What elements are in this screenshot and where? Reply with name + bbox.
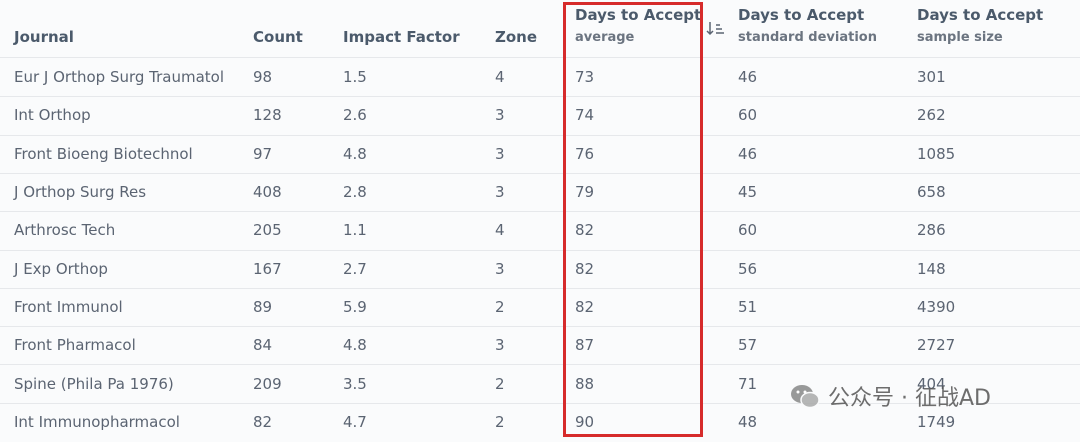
cell: 4 [495, 221, 505, 240]
cell: 148 [917, 259, 946, 278]
cell: 128 [253, 106, 282, 125]
cell: 3 [495, 336, 505, 355]
row-divider [0, 134, 1080, 136]
cell: 46 [738, 68, 758, 87]
cell: 1.5 [343, 68, 367, 87]
column-subtitle: sample size [917, 30, 1003, 45]
cell: 2 [495, 374, 505, 393]
row-divider [0, 96, 1080, 98]
cell: 87 [575, 336, 595, 355]
row-divider [0, 326, 1080, 328]
cell: 404 [917, 374, 946, 393]
cell: 51 [738, 297, 758, 316]
watermark: 公众号 · 征战AD [790, 380, 991, 412]
cell: Int Immunopharmacol [14, 412, 180, 431]
column-subtitle: standard deviation [738, 30, 877, 45]
column-title: Journal [14, 28, 74, 46]
cell: Arthrosc Tech [14, 221, 116, 240]
column-title: Days to Accept [917, 6, 1044, 24]
cell: 1085 [917, 144, 956, 163]
cell: 79 [575, 183, 595, 202]
row-divider [0, 249, 1080, 251]
row-divider [0, 172, 1080, 174]
cell: 74 [575, 106, 595, 125]
cell: Front Bioeng Biotechnol [14, 144, 193, 163]
cell: 89 [253, 297, 273, 316]
cell: 3 [495, 106, 505, 125]
cell: Front Pharmacol [14, 336, 136, 355]
cell: 90 [575, 412, 595, 431]
cell: 3.5 [343, 374, 367, 393]
column-title: Days to Accept [738, 6, 865, 24]
cell: 3 [495, 259, 505, 278]
cell: 84 [253, 336, 273, 355]
cell: 82 [575, 221, 595, 240]
cell: 209 [253, 374, 282, 393]
cell: J Exp Orthop [14, 259, 108, 278]
cell: 82 [575, 297, 595, 316]
cell: 56 [738, 259, 758, 278]
cell: 4390 [917, 297, 956, 316]
column-title: Zone [495, 28, 538, 46]
row-divider [0, 287, 1080, 289]
cell: Eur J Orthop Surg Traumatol [14, 68, 225, 87]
cell: 46 [738, 144, 758, 163]
wechat-icon [791, 385, 820, 409]
cell: 286 [917, 221, 946, 240]
cell: Front Immunol [14, 297, 123, 316]
cell: 71 [738, 374, 758, 393]
column-title: Days to Accept [575, 6, 702, 24]
cell: 167 [253, 259, 282, 278]
cell: 60 [738, 106, 758, 125]
column-title: Count [253, 28, 303, 46]
highlight-box [563, 2, 703, 437]
cell: 2.6 [343, 106, 367, 125]
cell: 88 [575, 374, 595, 393]
cell: 48 [738, 412, 758, 431]
cell: 1749 [917, 412, 956, 431]
cell: 2727 [917, 336, 956, 355]
column-subtitle: average [575, 30, 635, 45]
column-title: Impact Factor [343, 28, 460, 46]
cell: Spine (Phila Pa 1976) [14, 374, 174, 393]
cell: 5.9 [343, 297, 367, 316]
sort-icon[interactable] [706, 20, 726, 38]
watermark-text: 公众号 · 征战AD [828, 386, 991, 411]
cell: 262 [917, 106, 946, 125]
cell: 2.8 [343, 183, 367, 202]
cell: 45 [738, 183, 758, 202]
cell: 98 [253, 68, 273, 87]
cell: 82 [253, 412, 273, 431]
cell: 3 [495, 183, 505, 202]
cell: 4.7 [343, 412, 367, 431]
cell: 76 [575, 144, 595, 163]
cell: 408 [253, 183, 282, 202]
row-divider [0, 402, 1080, 404]
cell: 97 [253, 144, 273, 163]
cell: 73 [575, 68, 595, 87]
cell: 301 [917, 68, 946, 87]
header-divider [0, 57, 1080, 58]
cell: J Orthop Surg Res [14, 183, 147, 202]
cell: 658 [917, 183, 946, 202]
cell: 82 [575, 259, 595, 278]
row-divider [0, 211, 1080, 213]
cell: 1.1 [343, 221, 367, 240]
cell: 205 [253, 221, 282, 240]
cell: 2 [495, 297, 505, 316]
cell: 4 [495, 68, 505, 87]
row-divider [0, 364, 1080, 366]
cell: 4.8 [343, 144, 367, 163]
cell: 2 [495, 412, 505, 431]
cell: 2.7 [343, 259, 367, 278]
cell: 3 [495, 144, 505, 163]
cell: 4.8 [343, 336, 367, 355]
cell: 57 [738, 336, 758, 355]
cell: 60 [738, 221, 758, 240]
cell: Int Orthop [14, 106, 91, 125]
